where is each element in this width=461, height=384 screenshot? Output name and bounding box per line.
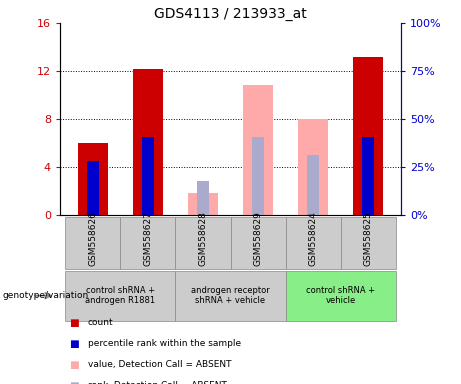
Bar — [176, 217, 230, 269]
Bar — [176, 271, 285, 321]
Bar — [298, 119, 328, 215]
Text: GSM558624: GSM558624 — [308, 212, 318, 266]
Bar — [285, 271, 396, 321]
Bar — [65, 271, 176, 321]
Text: androgen receptor
shRNA + vehicle: androgen receptor shRNA + vehicle — [191, 286, 270, 305]
Text: count: count — [88, 318, 113, 327]
Text: ■: ■ — [69, 381, 79, 384]
Bar — [133, 69, 163, 215]
Text: GSM558629: GSM558629 — [254, 211, 262, 266]
Bar — [65, 217, 120, 269]
Title: GDS4113 / 213933_at: GDS4113 / 213933_at — [154, 7, 307, 21]
Text: percentile rank within the sample: percentile rank within the sample — [88, 339, 241, 348]
Bar — [230, 217, 285, 269]
Text: value, Detection Call = ABSENT: value, Detection Call = ABSENT — [88, 360, 231, 369]
Bar — [197, 182, 209, 215]
Bar — [142, 137, 154, 215]
Text: genotype/variation: genotype/variation — [2, 291, 89, 300]
Bar — [362, 137, 374, 215]
Bar — [243, 86, 273, 215]
Text: rank, Detection Call = ABSENT: rank, Detection Call = ABSENT — [88, 381, 226, 384]
Text: ■: ■ — [69, 360, 79, 370]
Bar — [353, 56, 383, 215]
Bar — [188, 194, 218, 215]
Bar — [307, 155, 319, 215]
Text: ■: ■ — [69, 318, 79, 328]
Bar — [285, 217, 341, 269]
Bar — [252, 137, 264, 215]
Text: control shRNA +
vehicle: control shRNA + vehicle — [306, 286, 375, 305]
Text: GSM558628: GSM558628 — [199, 211, 207, 266]
Text: GSM558626: GSM558626 — [89, 211, 97, 266]
Bar — [341, 217, 396, 269]
Text: ■: ■ — [69, 339, 79, 349]
Text: GSM558625: GSM558625 — [364, 211, 372, 266]
Bar — [120, 217, 176, 269]
Bar — [78, 143, 108, 215]
Text: GSM558627: GSM558627 — [143, 211, 153, 266]
Text: control shRNA +
androgen R1881: control shRNA + androgen R1881 — [85, 286, 155, 305]
Bar — [87, 161, 99, 215]
